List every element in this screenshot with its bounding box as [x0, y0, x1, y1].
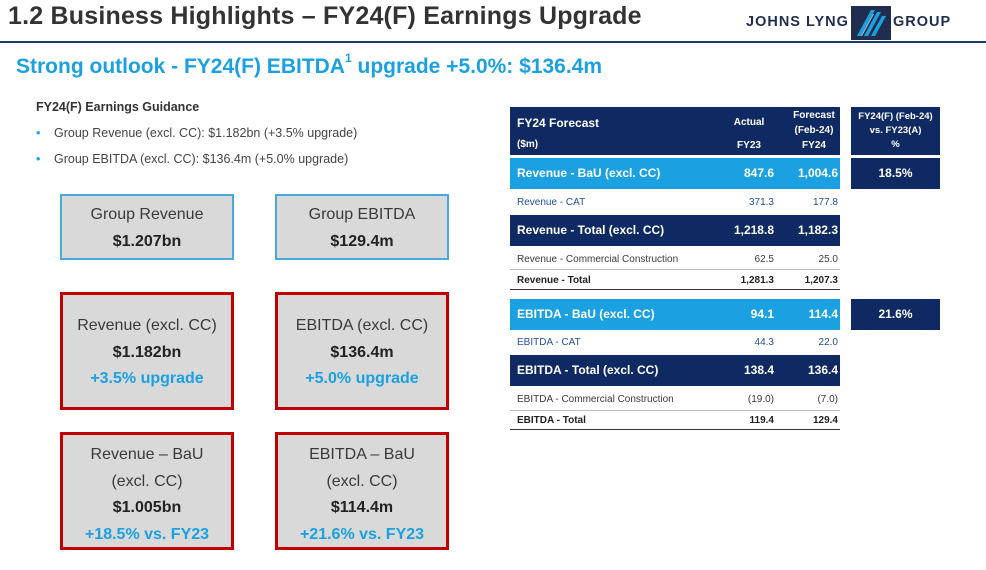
- box-value: $114.4m: [330, 499, 394, 516]
- row-label: EBITDA - Commercial Construction: [517, 394, 674, 405]
- logo-text-left: JOHNS LYNG: [746, 14, 849, 30]
- col-fy24-header: Forecast: [793, 110, 835, 121]
- cell-fy23: 44.3: [754, 337, 774, 348]
- row-label: Revenue - Total: [517, 275, 591, 286]
- logo-mark-icon: [850, 6, 891, 40]
- subtitle-text: Strong outlook - FY24(F) EBITDA: [16, 55, 345, 78]
- box-label-sub: (excl. CC): [111, 472, 183, 490]
- company-logo: JOHNS LYNG GROUP: [746, 2, 951, 42]
- box-value: $129.4m: [330, 232, 394, 250]
- row-divider: [510, 429, 840, 430]
- cell-fy24: 177.8: [812, 197, 838, 208]
- row-label: Revenue - BaU (excl. CC): [517, 166, 661, 180]
- cell-fy23: 847.6: [743, 166, 774, 180]
- row-label: Revenue - CAT: [517, 197, 586, 208]
- pct-cell: 21.6%: [851, 299, 940, 330]
- subtitle: Strong outlook - FY24(F) EBITDA1 upgrade…: [16, 51, 603, 79]
- row-label: EBITDA - Total (excl. CC): [517, 363, 659, 377]
- col-fy24-date: (Feb-24): [794, 125, 834, 136]
- box-value: $1.182bn: [112, 343, 182, 361]
- box-value: $1.005bn: [112, 499, 182, 516]
- cell-fy24: 114.4: [808, 307, 838, 321]
- bullet-icon: •: [36, 126, 41, 140]
- revenue-bau-box: Revenue – BaU (excl. CC) $1.005bn +18.5%…: [60, 432, 234, 550]
- pct-header-line3: %: [891, 139, 900, 150]
- box-label: Group EBITDA: [308, 206, 416, 223]
- table-row: Revenue - CAT 371.3 177.8: [510, 194, 840, 212]
- cell-fy24: 129.4: [812, 415, 838, 426]
- group-ebitda-box: Group EBITDA $129.4m: [275, 194, 449, 260]
- group-revenue-box: Group Revenue $1.207bn: [60, 194, 234, 260]
- col-fy23-header: Actual: [733, 117, 765, 128]
- guidance-bullet: • Group Revenue (excl. CC): $1.182bn (+3.…: [36, 126, 357, 140]
- pct-cell: 18.5%: [851, 158, 940, 189]
- subtitle-text-after: upgrade +5.0%: $136.4m: [351, 55, 603, 78]
- guidance-heading: FY24(F) Earnings Guidance: [36, 100, 200, 114]
- row-divider: [510, 410, 840, 411]
- box-label: EBITDA (excl. CC): [295, 317, 429, 334]
- table-row: EBITDA - Commercial Construction (19.0) …: [510, 391, 840, 409]
- row-divider: [510, 269, 840, 270]
- bullet-icon: •: [36, 152, 41, 166]
- pct-column-header: FY24(F) (Feb-24) vs. FY23(A) %: [851, 107, 940, 155]
- box-value: $136.4m: [330, 343, 394, 361]
- cell-fy24: 136.4: [807, 363, 838, 377]
- cell-fy24: 25.0: [818, 254, 838, 265]
- table-row: Revenue - Commercial Construction 62.5 2…: [510, 251, 840, 269]
- row-label: EBITDA - Total: [517, 415, 586, 426]
- cell-fy23: (19.0): [747, 394, 774, 405]
- footnote-marker: 1: [344, 51, 352, 65]
- cell-fy24: (7.0): [817, 394, 838, 405]
- table-title: FY24 Forecast: [517, 116, 600, 130]
- table-row: EBITDA - Total 119.4 129.4: [510, 412, 840, 430]
- cell-fy24: 1,182.3: [797, 223, 838, 237]
- cell-fy24: 1,004.6: [797, 166, 838, 180]
- box-value: $1.207bn: [112, 232, 182, 250]
- pct-header-line2: vs. FY23(A): [869, 125, 922, 136]
- box-label: Revenue – BaU: [90, 446, 204, 463]
- box-label: EBITDA – BaU: [309, 446, 415, 463]
- table-header: FY24 Forecast ($m) Actual FY23 Forecast …: [510, 107, 840, 155]
- page-title: 1.2 Business Highlights – FY24(F) Earnin…: [8, 2, 642, 30]
- table-row: Revenue - BaU (excl. CC) 847.6 1,004.6: [510, 158, 840, 189]
- row-label: Revenue - Commercial Construction: [517, 254, 679, 265]
- table-row: EBITDA - CAT 44.3 22.0: [510, 334, 840, 352]
- logo-text-right: GROUP: [892, 14, 952, 30]
- table-row: Revenue - Total 1,281.3 1,207.3: [510, 272, 840, 290]
- cell-fy23: 94.1: [750, 307, 774, 321]
- cell-fy23: 62.5: [754, 254, 774, 265]
- col-fy23-year: FY23: [737, 140, 761, 151]
- cell-fy23: 371.3: [748, 197, 774, 208]
- box-note: +5.0% upgrade: [305, 370, 419, 387]
- box-label-sub: (excl. CC): [326, 472, 398, 490]
- cell-fy23: 1,281.3: [740, 275, 774, 286]
- box-note: +3.5% upgrade: [90, 370, 204, 387]
- cell-fy24: 1,207.3: [804, 275, 838, 286]
- bullet-text: Group EBITDA (excl. CC): $136.4m (+5.0% …: [54, 152, 349, 166]
- bullet-text: Group Revenue (excl. CC): $1.182bn (+3.5…: [54, 126, 358, 140]
- row-label: EBITDA - CAT: [517, 337, 581, 348]
- table-row: EBITDA - BaU (excl. CC) 94.1 114.4: [510, 299, 840, 330]
- row-label: Revenue - Total (excl. CC): [517, 223, 665, 237]
- revenue-excl-cc-box: Revenue (excl. CC) $1.182bn +3.5% upgrad…: [60, 292, 234, 410]
- table-unit: ($m): [517, 139, 539, 150]
- box-label: Group Revenue: [90, 206, 204, 223]
- row-label: EBITDA - BaU (excl. CC): [517, 307, 655, 321]
- cell-fy24: 22.0: [818, 337, 838, 348]
- table-row: Revenue - Total (excl. CC) 1,218.8 1,182…: [510, 215, 840, 246]
- box-note: +21.6% vs. FY23: [299, 525, 425, 543]
- ebitda-bau-box: EBITDA – BaU (excl. CC) $114.4m +21.6% v…: [275, 432, 449, 550]
- cell-fy23: 1,218.8: [733, 223, 774, 237]
- ebitda-excl-cc-box: EBITDA (excl. CC) $136.4m +5.0% upgrade: [275, 292, 449, 410]
- cell-fy23: 119.4: [749, 415, 774, 426]
- pct-header-line1: FY24(F) (Feb-24): [858, 111, 933, 122]
- box-label: Revenue (excl. CC): [77, 317, 217, 334]
- guidance-bullet: • Group EBITDA (excl. CC): $136.4m (+5.0%…: [36, 152, 348, 166]
- box-note: +18.5% vs. FY23: [84, 525, 210, 543]
- header-divider: [0, 41, 986, 43]
- table-row: EBITDA - Total (excl. CC) 138.4 136.4: [510, 355, 840, 386]
- cell-fy23: 138.4: [743, 363, 774, 377]
- col-fy24-year: FY24: [802, 140, 826, 151]
- row-divider: [510, 289, 840, 290]
